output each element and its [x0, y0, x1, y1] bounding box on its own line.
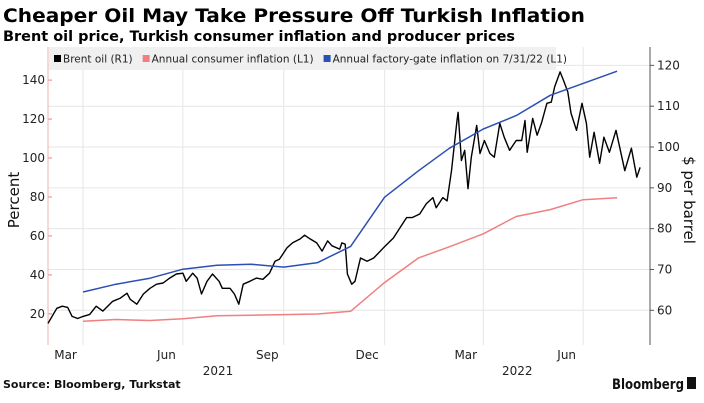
- x-tick-label: Dec: [355, 348, 378, 362]
- bloomberg-logo: Bloomberg: [612, 377, 696, 393]
- svg-text:Bloomberg: Bloomberg: [612, 377, 684, 393]
- legend-swatch: [54, 55, 61, 62]
- left-tick-label: 100: [22, 151, 45, 165]
- left-tick-label: 120: [22, 112, 45, 126]
- axes: 60 70 80 90 100 110 120 20 40 60 80 100 120 140 Mar Jun…: [22, 47, 680, 378]
- gridlines: [48, 47, 650, 345]
- x-tick-label: Mar: [454, 348, 477, 362]
- source-note: Source: Bloomberg, Turkstat: [3, 378, 181, 391]
- legend-swatch: [142, 55, 150, 62]
- legend-entry: Annual factory-gate inflation on 7/31/22…: [333, 54, 567, 66]
- legend-entry: Brent oil (R1): [63, 54, 133, 66]
- bloomberg-logo-icon: [687, 377, 696, 389]
- right-tick-label: 90: [657, 181, 672, 195]
- right-tick-label: 120: [657, 58, 680, 72]
- series-line-0: [47, 71, 641, 324]
- x-tick-label: Jun: [556, 348, 576, 362]
- y-axis-left-label: Percent: [5, 172, 23, 229]
- right-tick-label: 80: [657, 222, 672, 236]
- left-tick-label: 60: [30, 229, 45, 243]
- left-tick-label: 40: [30, 268, 45, 282]
- legend-swatch: [323, 55, 331, 62]
- right-tick-label: 100: [657, 140, 680, 154]
- x-tick-label: Sep: [256, 348, 279, 362]
- right-tick-label: 110: [657, 99, 680, 113]
- series-line-2: [82, 70, 618, 293]
- series-lines: [47, 70, 641, 324]
- x-tick-label: Jun: [156, 348, 176, 362]
- legend-background: [49, 47, 556, 70]
- legend-entry: Annual consumer inflation (L1): [152, 54, 314, 66]
- x-tick-label: Mar: [54, 348, 77, 362]
- right-tick-label: 70: [657, 262, 672, 276]
- right-tick-label: 60: [657, 303, 672, 317]
- chart-title: Cheaper Oil May Take Pressure Off Turkis…: [3, 5, 585, 27]
- x-year-label: 2022: [502, 364, 533, 378]
- left-tick-label: 140: [22, 73, 45, 87]
- left-tick-label: 20: [30, 307, 45, 321]
- left-tick-label: 80: [30, 190, 45, 204]
- legend: Brent oil (R1) Annual consumer inflation …: [49, 47, 567, 70]
- x-year-label: 2021: [203, 364, 234, 378]
- series-line-1: [83, 197, 618, 322]
- chart-subtitle: Brent oil price, Turkish consumer inflat…: [3, 29, 515, 45]
- y-axis-right-label: $ per barrel: [680, 156, 698, 244]
